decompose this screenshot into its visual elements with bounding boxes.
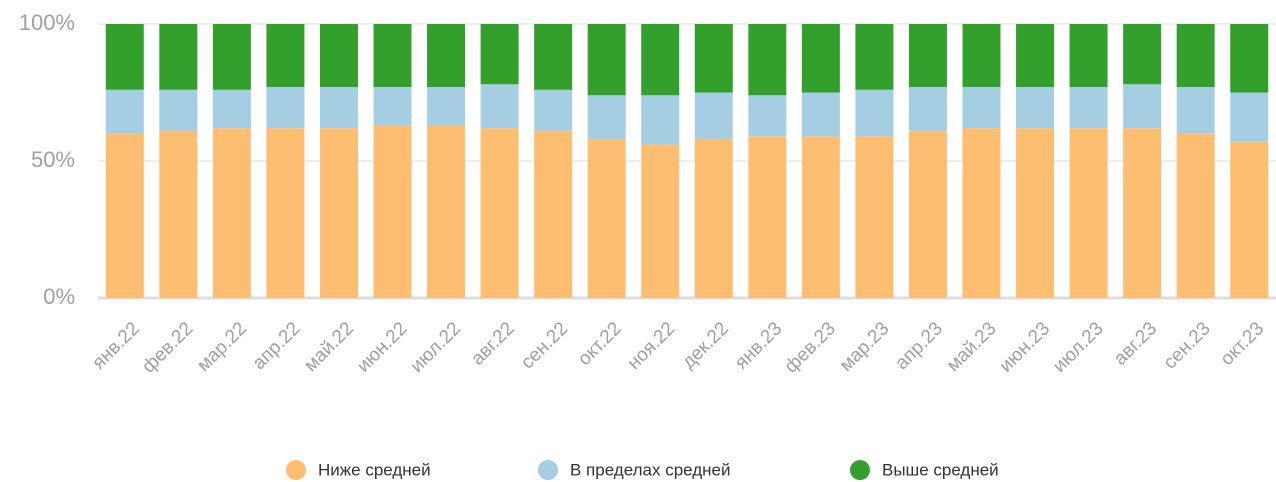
bar-segment (908, 130, 947, 298)
x-tick-label: мар.22 (193, 318, 251, 376)
bar-segment (319, 24, 358, 88)
bar-segment (373, 87, 412, 126)
legend-label: Ниже средней (318, 460, 431, 479)
bar-segment (159, 24, 198, 90)
bar-segment (748, 24, 787, 96)
y-tick-label: 50% (31, 147, 75, 172)
legend-marker (538, 460, 558, 480)
bar-segment (962, 24, 1001, 88)
bar-segment (105, 133, 144, 298)
bar-segment (212, 89, 251, 129)
bar-segment (373, 125, 412, 298)
x-tick-label: июл.22 (406, 318, 465, 377)
bar-segment (962, 87, 1001, 129)
bar-segment (694, 139, 733, 298)
bar-segment (748, 136, 787, 298)
bar-segment (427, 87, 466, 126)
bar-segment (694, 92, 733, 140)
bar-segment (427, 125, 466, 298)
bar-segment (480, 128, 519, 298)
y-tick-label: 0% (43, 284, 75, 309)
bar-segment (1016, 128, 1055, 298)
x-tick-label: фев.22 (138, 318, 197, 377)
bar-segment (587, 95, 626, 140)
x-tick-label: июн.22 (353, 318, 412, 377)
bar-segment (534, 130, 573, 298)
bar-segment (641, 95, 680, 145)
x-tick-label: фев.23 (781, 318, 840, 377)
y-tick-label: 100% (19, 10, 75, 35)
bar-segment (801, 92, 840, 137)
bar-segment (801, 136, 840, 298)
bar-segment (480, 24, 519, 85)
bar-segment (212, 128, 251, 298)
bar-segment (1123, 128, 1162, 298)
legend-marker (286, 460, 306, 480)
bar-segment (534, 24, 573, 90)
legend-marker (850, 460, 870, 480)
bar-segment (1230, 92, 1269, 142)
x-tick-label: окт.23 (1217, 318, 1269, 370)
x-tick-label: ноя.22 (624, 318, 680, 374)
bar-segment (641, 144, 680, 298)
x-tick-label: апр.22 (249, 318, 305, 374)
x-tick-label: апр.23 (891, 318, 947, 374)
bar-segment (587, 139, 626, 298)
bar-segment (1069, 24, 1108, 88)
x-tick-label: сен.22 (517, 318, 572, 373)
bar-segment (1176, 133, 1215, 298)
bar-segment (319, 128, 358, 298)
bar-segment (480, 84, 519, 129)
bar-segment (534, 89, 573, 131)
bar-segment (641, 24, 680, 96)
bar-segment (908, 24, 947, 88)
x-tick-label: авг.22 (467, 318, 518, 369)
bar-segment (1230, 141, 1269, 298)
legend-label: В пределах средней (570, 460, 731, 479)
bar-segment (1123, 24, 1162, 85)
bar-segment (105, 24, 144, 90)
bar-segment (962, 128, 1001, 298)
x-tick-label: май.22 (300, 318, 358, 376)
x-tick-label: авг.23 (1110, 318, 1161, 369)
x-tick-label: янв.22 (88, 318, 143, 373)
x-tick-label: июл.23 (1049, 318, 1108, 377)
bar-segment (1016, 24, 1055, 88)
x-tick-label: июн.23 (996, 318, 1055, 377)
bar-segment (373, 24, 412, 88)
bar-segment (801, 24, 840, 93)
x-tick-label: дек.22 (678, 318, 733, 373)
bar-segment (1016, 87, 1055, 129)
bar-segment (212, 24, 251, 90)
bar-segment (855, 136, 894, 298)
bar-segment (1176, 24, 1215, 88)
x-tick-label: май.23 (943, 318, 1001, 376)
bar-segment (427, 24, 466, 88)
bar-segment (159, 130, 198, 298)
bar-segment (1123, 84, 1162, 129)
bar-segment (908, 87, 947, 131)
bar-segment (855, 24, 894, 90)
legend-label: Выше средней (882, 460, 999, 479)
x-tick-label: мар.23 (836, 318, 894, 376)
bar-segment (694, 24, 733, 93)
bar-segment (1069, 128, 1108, 298)
bar-segment (855, 89, 894, 137)
x-tick-label: сен.23 (1160, 318, 1215, 373)
bar-segment (748, 95, 787, 137)
bar-segment (319, 87, 358, 129)
x-tick-label: окт.22 (574, 318, 626, 370)
bar-segment (266, 128, 305, 298)
bar-segment (266, 24, 305, 88)
x-tick-label: янв.23 (731, 318, 786, 373)
bar-segment (1230, 24, 1269, 93)
bar-segment (1069, 87, 1108, 129)
bar-segment (587, 24, 626, 96)
bar-segment (1176, 87, 1215, 134)
bar-segment (105, 89, 144, 134)
bar-segment (159, 89, 198, 131)
bar-segment (266, 87, 305, 129)
